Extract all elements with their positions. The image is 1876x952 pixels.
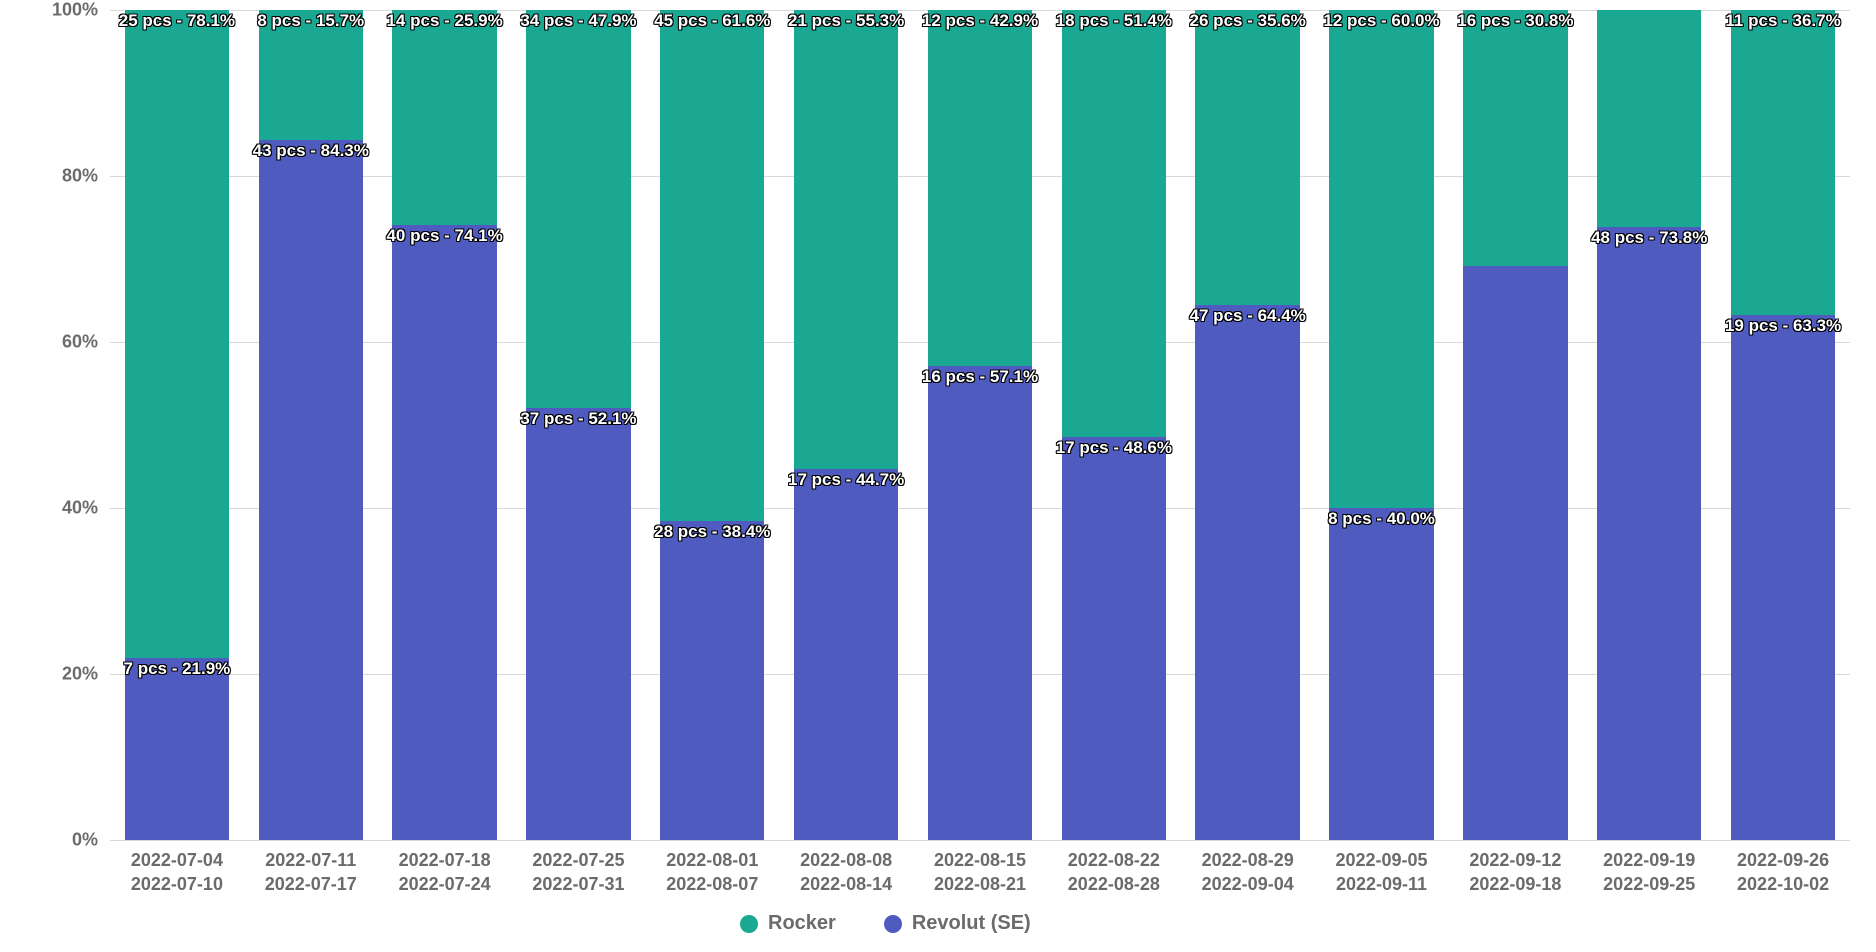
bar-segment [1195, 305, 1299, 840]
bar-segment [660, 521, 764, 840]
y-axis-tick-label: 20% [62, 664, 110, 685]
bar-segment [1463, 10, 1567, 266]
bar-segment [526, 10, 630, 408]
bar-segment [794, 10, 898, 469]
bar-segment [1731, 10, 1835, 315]
y-axis-tick-label: 100% [52, 0, 110, 21]
y-axis-tick-label: 40% [62, 498, 110, 519]
bar-segment [392, 225, 496, 840]
bar-segment [1329, 508, 1433, 840]
x-axis-tick-label: 2022-09-262022-10-02 [1679, 840, 1876, 897]
bar-group: 40 pcs - 74.1%14 pcs - 25.9%2022-07-1820… [392, 10, 496, 840]
bar-segment [125, 658, 229, 840]
bar-segment [125, 10, 229, 658]
bar-group: 16 pcs - 57.1%12 pcs - 42.9%2022-08-1520… [928, 10, 1032, 840]
legend-item: Rocker [740, 912, 836, 935]
x-axis-tick-line: 2022-09-26 [1679, 848, 1876, 872]
bar-group: 43 pcs - 84.3%8 pcs - 15.7%2022-07-11202… [259, 10, 363, 840]
bar-group: 17 pcs - 44.7%21 pcs - 55.3%2022-08-0820… [794, 10, 898, 840]
y-axis-tick-label: 60% [62, 332, 110, 353]
plot-area: 0%20%40%60%80%100%7 pcs - 21.9%25 pcs - … [110, 10, 1850, 841]
x-axis-tick-line: 2022-10-02 [1679, 872, 1876, 896]
legend-label: Revolut (SE) [912, 912, 1031, 935]
bar-group: 48 pcs - 73.8%2022-09-192022-09-25 [1597, 10, 1701, 840]
bar-segment [1195, 10, 1299, 305]
bar-segment [1731, 315, 1835, 840]
bar-group: 8 pcs - 40.0%12 pcs - 60.0%2022-09-05202… [1329, 10, 1433, 840]
bar-segment [660, 10, 764, 521]
bar-segment [928, 10, 1032, 366]
bar-segment [928, 366, 1032, 840]
bar-group: 16 pcs - 30.8%2022-09-122022-09-18 [1463, 10, 1567, 840]
bar-segment [392, 10, 496, 225]
bar-segment [1463, 266, 1567, 840]
bar-segment [1597, 10, 1701, 227]
bar-group: 7 pcs - 21.9%25 pcs - 78.1%2022-07-04202… [125, 10, 229, 840]
legend-swatch [740, 915, 758, 933]
bar-segment [1329, 10, 1433, 508]
bar-segment [1062, 10, 1166, 437]
legend: Rocker Revolut (SE) [740, 912, 1031, 935]
bar-group: 47 pcs - 64.4%26 pcs - 35.6%2022-08-2920… [1195, 10, 1299, 840]
bar-group: 37 pcs - 52.1%34 pcs - 47.9%2022-07-2520… [526, 10, 630, 840]
bar-group: 19 pcs - 63.3%11 pcs - 36.7%2022-09-2620… [1731, 10, 1835, 840]
bar-segment [259, 140, 363, 840]
bar-segment [1062, 437, 1166, 840]
legend-label: Rocker [768, 912, 836, 935]
bar-group: 28 pcs - 38.4%45 pcs - 61.6%2022-08-0120… [660, 10, 764, 840]
legend-item: Revolut (SE) [884, 912, 1031, 935]
bar-segment [526, 408, 630, 840]
bar-segment [259, 10, 363, 140]
bar-segment [794, 469, 898, 840]
stacked-bar-chart: 0%20%40%60%80%100%7 pcs - 21.9%25 pcs - … [0, 0, 1876, 952]
bar-group: 17 pcs - 48.6%18 pcs - 51.4%2022-08-2220… [1062, 10, 1166, 840]
bar-segment [1597, 227, 1701, 840]
y-axis-tick-label: 80% [62, 166, 110, 187]
legend-swatch [884, 915, 902, 933]
